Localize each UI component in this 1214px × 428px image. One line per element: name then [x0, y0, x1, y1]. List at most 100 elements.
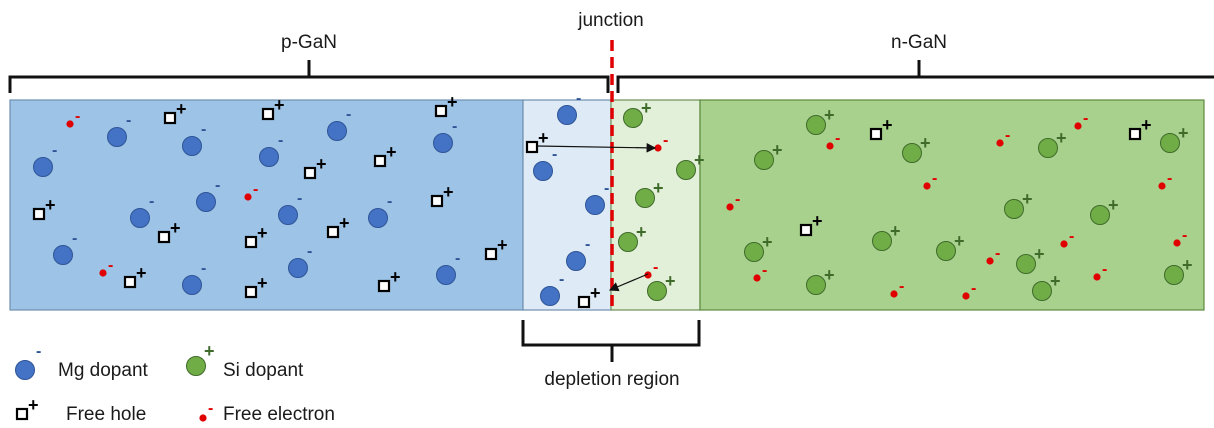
svg-text:+: +: [443, 182, 454, 202]
svg-text:-: -: [208, 400, 213, 417]
free-hole-icon: +: [869, 115, 893, 141]
mg-dopant-icon: -: [130, 193, 154, 228]
svg-text:-: -: [75, 108, 80, 125]
free-electron-icon: -: [644, 259, 658, 279]
free-electron-icon: -: [99, 257, 113, 277]
p-gan-label: p-GaN: [281, 32, 337, 53]
mg-dopant-icon: -: [566, 236, 590, 271]
mg-dopant-icon: -: [533, 146, 557, 181]
free-electron-icon: -: [66, 108, 80, 128]
svg-text:-: -: [72, 230, 77, 247]
si-dopant-icon: +: [1160, 123, 1189, 153]
svg-text:-: -: [1167, 170, 1172, 187]
svg-text:+: +: [257, 223, 268, 243]
free-hole-icon: +: [244, 223, 268, 249]
svg-text:-: -: [149, 193, 154, 210]
free-electron-icon: -: [996, 127, 1010, 147]
free-electron-icon: -: [1173, 227, 1187, 247]
mg-dopant-icon: -: [436, 250, 460, 285]
svg-text:+: +: [694, 150, 705, 170]
svg-text:-: -: [253, 181, 258, 198]
svg-text:+: +: [497, 235, 508, 255]
si-dopant-icon: +: [623, 98, 652, 128]
free-hole-legend-label: Free hole: [66, 404, 146, 425]
svg-text:+: +: [28, 395, 39, 415]
svg-text:-: -: [455, 250, 460, 267]
svg-text:+: +: [538, 128, 549, 148]
svg-text:+: +: [636, 222, 647, 242]
mg-dopant-icon: -: [259, 132, 283, 167]
svg-text:+: +: [890, 221, 901, 241]
svg-text:-: -: [762, 262, 767, 279]
free-electron-icon: -: [962, 280, 976, 300]
si-dopant-icon: +: [1016, 244, 1045, 274]
svg-text:-: -: [971, 280, 976, 297]
mg-dopants: - - - - - - - - - - - - - - - - - - -: [33, 90, 609, 306]
si-dopant-icon: +: [936, 231, 965, 261]
free-electron-icon: -: [244, 181, 258, 201]
si-dopant-icon: +: [1164, 255, 1193, 285]
svg-text:+: +: [882, 115, 893, 135]
mg-dopant-icon: -: [53, 230, 77, 265]
n-gan-bracket: [616, 60, 1214, 93]
electron-drift-arrow: [608, 273, 649, 292]
depletion-bracket: [521, 320, 701, 362]
free-hole-icon: +: [163, 99, 187, 125]
free-electron-icon: -: [654, 132, 668, 152]
n-gan-region: [699, 99, 1205, 311]
svg-text:-: -: [215, 177, 220, 194]
free-hole-icon: +: [434, 92, 458, 118]
junction-label: junction: [577, 10, 644, 31]
free-hole-icon: +: [484, 235, 508, 261]
free-electron-icon: -: [1074, 110, 1088, 130]
mg-dopant-legend-label: Mg dopant: [58, 360, 149, 381]
svg-text:+: +: [386, 142, 397, 162]
svg-text:-: -: [1083, 110, 1088, 127]
svg-text:+: +: [136, 263, 147, 283]
svg-text:+: +: [1178, 123, 1189, 143]
free-electron-icon: -: [986, 245, 1000, 265]
svg-text:+: +: [920, 133, 931, 153]
svg-text:-: -: [663, 132, 668, 149]
si-dopant-icon: +: [1032, 271, 1061, 301]
free-hole-icon: +: [244, 273, 268, 299]
free-electron-icon: -: [1093, 261, 1107, 281]
svg-text:-: -: [835, 130, 840, 147]
svg-text:+: +: [447, 92, 458, 112]
free-electron-icon: -: [826, 130, 840, 150]
svg-text:-: -: [899, 278, 904, 295]
p-gan-bracket: [8, 60, 610, 93]
free-hole-icon: +: [326, 213, 350, 239]
mg-dopant-icon: -: [33, 142, 57, 177]
si-dopant-icon: +: [618, 222, 647, 252]
mg-dopant-icon: -: [182, 260, 206, 295]
svg-text:+: +: [772, 140, 783, 160]
free-hole-icon: +: [577, 283, 601, 309]
svg-text:+: +: [1050, 271, 1061, 291]
svg-text:-: -: [1102, 261, 1107, 278]
svg-text:-: -: [201, 260, 206, 277]
svg-text:-: -: [452, 118, 457, 135]
svg-text:+: +: [1141, 115, 1152, 135]
svg-text:+: +: [590, 283, 601, 303]
free-hole-legend-icon: +: [15, 395, 39, 421]
svg-text:+: +: [653, 178, 664, 198]
si-dopant-icon: +: [902, 133, 931, 163]
svg-text:+: +: [257, 273, 268, 293]
svg-text:-: -: [1069, 228, 1074, 245]
svg-text:+: +: [824, 265, 835, 285]
hole-drift-arrow: [536, 143, 657, 153]
svg-text:-: -: [36, 343, 41, 360]
svg-text:-: -: [1182, 227, 1187, 244]
svg-text:-: -: [126, 112, 131, 129]
svg-text:-: -: [1005, 127, 1010, 144]
svg-text:-: -: [552, 146, 557, 163]
svg-text:+: +: [641, 98, 652, 118]
mg-dopant-icon: -: [540, 271, 564, 306]
svg-text:+: +: [812, 211, 823, 231]
mg-dopant-icon: -: [107, 112, 131, 147]
svg-text:-: -: [278, 132, 283, 149]
si-dopant-icon: +: [1004, 189, 1033, 219]
svg-text:+: +: [1108, 195, 1119, 215]
